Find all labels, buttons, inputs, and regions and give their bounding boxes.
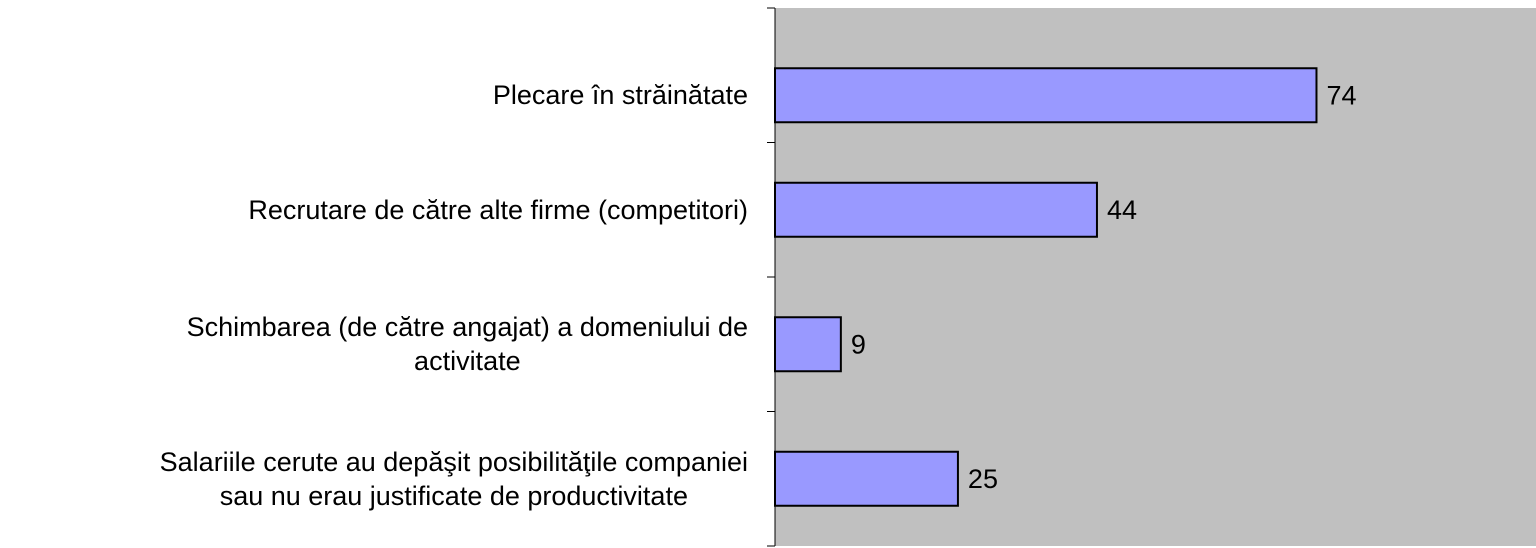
category-label: Recrutare de către alte firme (competito… [248, 194, 748, 225]
bar [774, 67, 1318, 124]
category-label: Plecare în străinătate [492, 80, 748, 111]
category-label: Salariile cerute au depăşit posibilităţi… [159, 446, 748, 511]
category-label: Schimbarea (de către angajat) a domeniul… [186, 312, 748, 377]
data-label: 9 [851, 329, 866, 359]
bar [774, 181, 1098, 238]
data-label: 44 [1107, 195, 1137, 225]
bar [774, 450, 959, 507]
bar [774, 316, 842, 373]
data-label: 25 [968, 464, 998, 494]
data-label: 74 [1326, 80, 1356, 110]
